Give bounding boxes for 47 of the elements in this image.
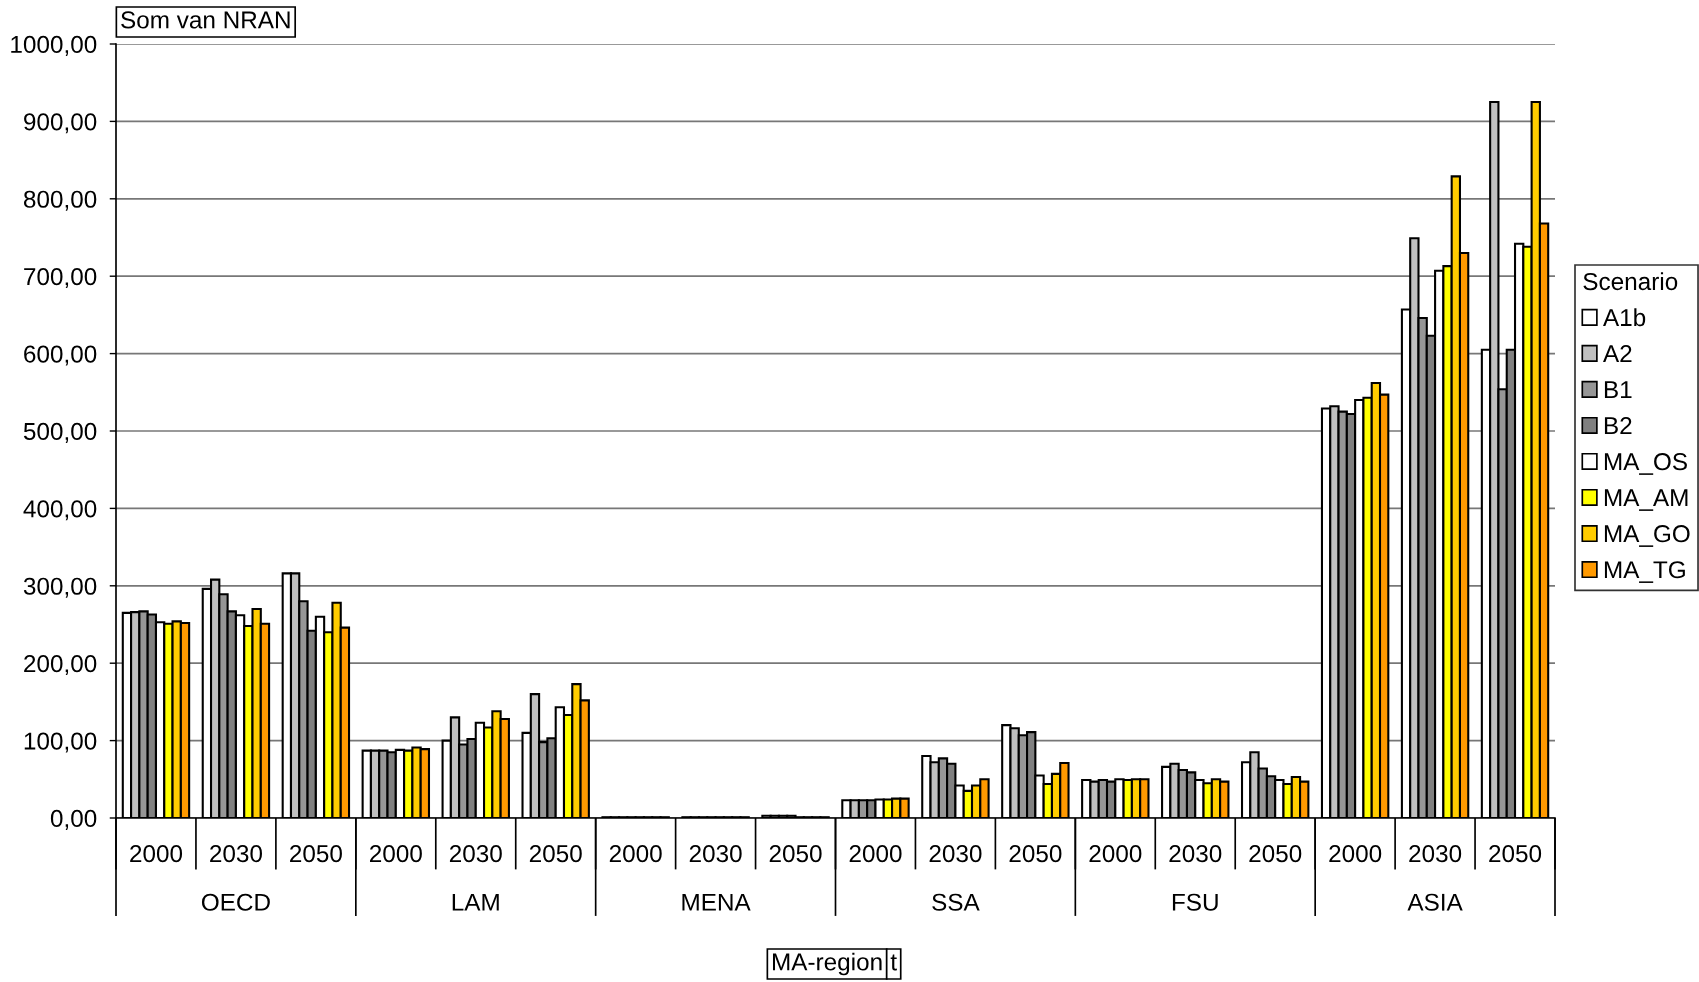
chart-title: Som van NRAN [121,11,290,29]
y-tick-label: 0,00 [50,809,97,830]
x-tick-label: 2030 [689,845,742,863]
x-tick-label: 2050 [1009,845,1062,863]
legend-label: MA_TG [1604,561,1685,583]
x-tick-label: 2030 [1169,845,1222,863]
x-tick-label: 2050 [1249,845,1302,863]
y-tick-label: 600,00 [24,345,97,366]
text: OECD [201,893,270,911]
text: LAM [452,893,499,911]
legend-label: A2 [1603,344,1632,362]
x-tick-label: 2050 [529,845,582,863]
x-tick-label: 2000 [130,845,183,863]
legend-title: Scenario [1583,272,1678,291]
text: SSA [932,893,980,911]
x-tick-label: 2000 [849,845,902,863]
y-tick-label: 700,00 [24,268,97,289]
x-tick-label: 2000 [609,845,662,863]
x-tick-label: 2000 [370,845,422,863]
text: MENA [682,893,751,911]
text: FSU [1172,893,1218,911]
y-tick-label: 1000,00 [11,35,97,56]
x-tick-label: 2050 [769,845,822,863]
y-tick-label: 300,00 [23,577,97,598]
legend-label: MA_AM [1604,489,1688,511]
x-tick-label: 2000 [1089,845,1142,863]
x-tick-label: 2030 [929,845,982,863]
x-tick-label: 2050 [1489,845,1542,863]
y-tick-label: 800,00 [23,190,97,211]
y-tick-label: 400,00 [23,500,97,521]
x-tick-label: 2030 [1409,845,1462,863]
legend-label: A1b [1603,308,1646,327]
legend-label: MA_GO [1604,525,1690,547]
legend-label: B2 [1604,417,1632,435]
y-tick-label: 100,00 [24,732,97,753]
y-tick-label: 900,00 [24,113,97,134]
x-axis-title: MA-region [772,952,882,976]
y-tick-label: 500,00 [23,422,97,443]
x-tick-label: 2000 [1329,845,1382,863]
x-tick-label: 2030 [210,845,262,863]
text: t [890,954,897,971]
y-tick-label: 200,00 [24,655,97,676]
x-tick-label: 2050 [290,845,342,863]
legend-label: MA_OS [1604,453,1687,475]
text: ASIA [1407,893,1463,911]
x-tick-label: 2030 [449,845,502,863]
legend-label: B1 [1604,381,1632,398]
